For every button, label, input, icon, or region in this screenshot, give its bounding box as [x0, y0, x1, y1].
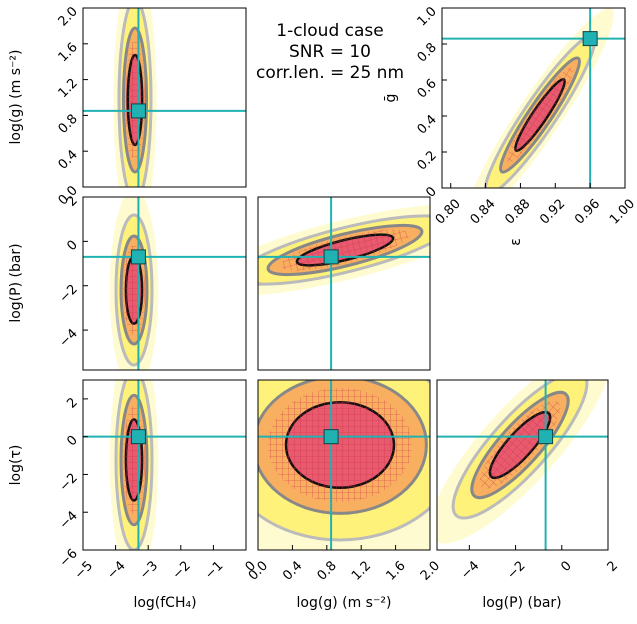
x-tick-label: −1	[202, 558, 226, 582]
posterior-hatch	[280, 229, 410, 271]
panel-plot	[83, 8, 246, 187]
y-tick-label: 2	[64, 395, 80, 411]
y-tick-label: 0.6	[415, 76, 440, 101]
panel-background	[83, 197, 246, 370]
y-axis-label: log(P) (bar)	[8, 243, 24, 322]
annotation: 1-cloud case	[276, 21, 383, 41]
y-axis-label: log(τ)	[8, 445, 24, 486]
x-tick-label: 0.4	[280, 558, 305, 583]
panel-plot	[83, 380, 246, 550]
panel-background	[83, 8, 246, 187]
x-tick-label: 0.80	[433, 196, 464, 227]
x-tick-label: 0.8	[315, 558, 340, 583]
truth-marker	[538, 429, 554, 445]
x-tick-label: 0.92	[537, 196, 568, 227]
panel-plot	[83, 197, 246, 370]
panel-frame	[436, 379, 609, 551]
x-tick-label: 0.96	[572, 196, 603, 227]
panel-plot	[437, 380, 608, 550]
posterior-hatch	[268, 388, 412, 502]
y-tick-label: 0.2	[415, 148, 440, 173]
panel-frame	[257, 379, 431, 551]
posterior-hatch	[479, 401, 561, 489]
x-tick-label: 2.0	[418, 558, 443, 583]
x-tick-label: 1.6	[383, 558, 408, 583]
annotation: SNR = 10	[289, 42, 371, 62]
x-tick-label: 1.00	[607, 196, 637, 227]
x-axis-label: log(g) (m s⁻²)	[297, 595, 392, 611]
panel-frame	[82, 379, 247, 551]
y-tick-label: 0	[64, 238, 80, 254]
x-tick-label: 0.84	[468, 196, 499, 227]
panel-frame	[257, 196, 431, 371]
y-tick-label: 0	[64, 433, 80, 449]
y-tick-label: −4	[57, 326, 81, 350]
x-tick-label: 0.88	[502, 196, 533, 227]
y-tick-label: 0.8	[56, 112, 81, 137]
panel-plot	[442, 8, 625, 188]
truth-marker	[130, 429, 146, 445]
x-tick-label: −4	[458, 558, 482, 582]
panel-background	[83, 380, 246, 550]
y-tick-label: 0.8	[415, 40, 440, 65]
x-tick-label: 0	[558, 558, 574, 574]
panel-plot	[258, 197, 430, 370]
y-tick-label: 0.4	[56, 147, 81, 172]
truth-marker	[582, 31, 598, 47]
x-axis-label: log(P) (bar)	[482, 595, 561, 611]
x-axis-label: ε	[508, 238, 524, 246]
x-tick-label: 1.2	[349, 558, 374, 583]
x-axis-label: log(fCH₄)	[133, 595, 196, 611]
truth-marker	[130, 103, 146, 119]
posterior-hatch	[507, 67, 573, 163]
y-tick-label: 1.6	[56, 40, 81, 65]
truth-marker	[323, 249, 339, 265]
y-tick-label: 1.2	[56, 76, 81, 101]
y-tick-label: −4	[57, 508, 81, 532]
posterior-hatch	[123, 406, 145, 514]
panel-frame	[441, 7, 626, 189]
truth-marker	[130, 249, 146, 265]
y-tick-label: 1.0	[415, 4, 440, 29]
panel-plot	[258, 380, 430, 550]
panel-frame	[82, 7, 247, 188]
x-tick-label: 2	[605, 558, 621, 574]
y-tick-label: −2	[57, 471, 81, 495]
y-tick-label: 2.0	[56, 4, 81, 29]
y-axis-label: ḡ	[383, 94, 399, 103]
x-tick-label: −4	[104, 558, 128, 582]
x-tick-label: −2	[504, 558, 528, 582]
x-tick-label: −3	[137, 558, 161, 582]
y-tick-label: −2	[57, 282, 81, 306]
y-axis-label: log(g) (m s⁻²)	[8, 50, 24, 145]
y-tick-label: 0.4	[415, 112, 440, 137]
x-tick-label: −2	[170, 558, 194, 582]
annotation: corr.len. = 25 nm	[256, 63, 404, 83]
posterior-hatch	[125, 40, 145, 160]
panel-frame	[82, 196, 247, 371]
truth-marker	[323, 429, 339, 445]
